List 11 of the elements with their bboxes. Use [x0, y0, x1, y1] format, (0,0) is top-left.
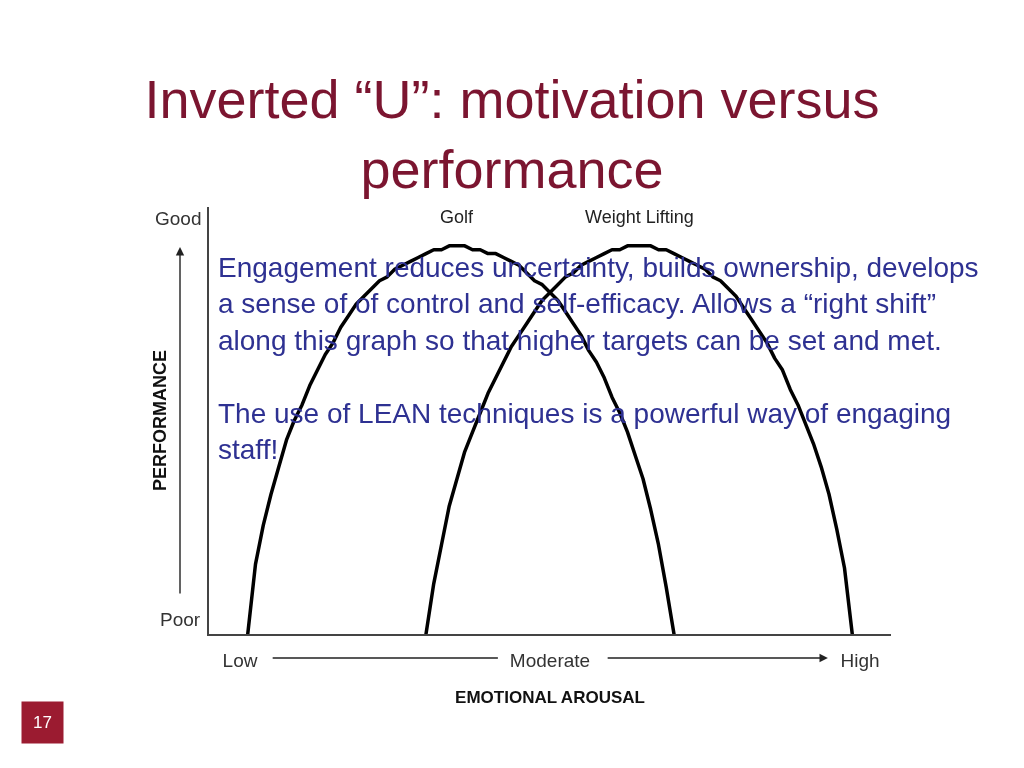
text: Poor: [160, 609, 201, 630]
x-tick-label: Low: [222, 649, 258, 671]
series-label: Golf: [440, 207, 475, 227]
text: Good: [155, 208, 202, 229]
x-tick-label: Moderate: [509, 649, 591, 671]
y-axis-title: PERFORMANCE: [149, 349, 170, 492]
series-label: Weight Lifting: [585, 207, 694, 227]
text: 17: [33, 713, 52, 732]
x-axis-title: EMOTIONAL AROUSAL: [455, 688, 645, 708]
chart-title: Inverted “U”: motivation versus performance: [144, 68, 880, 199]
x-tick-label: High: [840, 649, 880, 671]
